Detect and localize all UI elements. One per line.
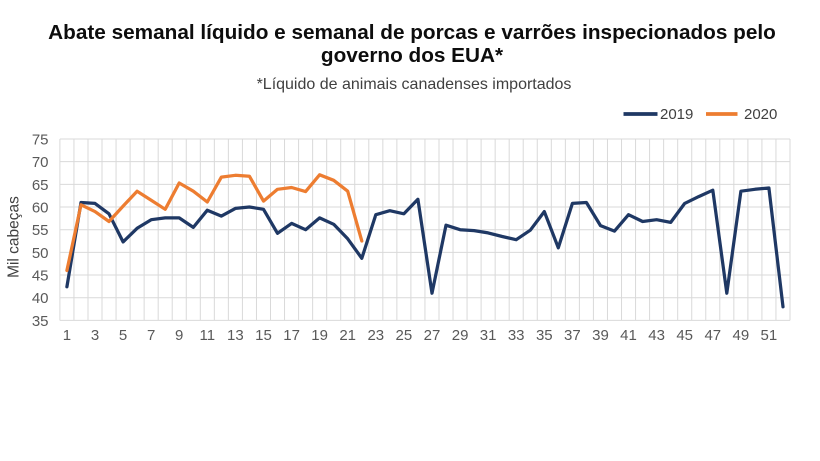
svg-text:45: 45 <box>32 267 49 284</box>
svg-text:5: 5 <box>119 327 127 344</box>
svg-text:33: 33 <box>508 327 525 344</box>
svg-text:37: 37 <box>564 327 581 344</box>
svg-text:1: 1 <box>63 327 71 344</box>
svg-text:35: 35 <box>32 313 49 330</box>
svg-text:60: 60 <box>32 199 49 216</box>
svg-text:2019: 2019 <box>660 106 693 123</box>
svg-text:51: 51 <box>761 327 778 344</box>
svg-text:35: 35 <box>536 327 553 344</box>
svg-text:40: 40 <box>32 290 49 307</box>
svg-text:31: 31 <box>480 327 497 344</box>
svg-text:27: 27 <box>424 327 441 344</box>
svg-text:Mil cabeças: Mil cabeças <box>6 196 23 278</box>
svg-text:3: 3 <box>91 327 99 344</box>
svg-text:65: 65 <box>32 177 49 194</box>
svg-text:41: 41 <box>620 327 637 344</box>
svg-text:21: 21 <box>339 327 356 344</box>
svg-text:7: 7 <box>147 327 155 344</box>
svg-text:2020: 2020 <box>744 106 777 123</box>
svg-text:11: 11 <box>200 327 216 344</box>
svg-text:15: 15 <box>255 327 272 344</box>
svg-text:47: 47 <box>704 327 721 344</box>
svg-text:45: 45 <box>676 327 693 344</box>
svg-text:13: 13 <box>227 327 244 344</box>
svg-text:43: 43 <box>648 327 665 344</box>
svg-text:75: 75 <box>32 131 49 148</box>
svg-text:39: 39 <box>592 327 609 344</box>
svg-text:49: 49 <box>733 327 750 344</box>
svg-text:50: 50 <box>32 245 49 262</box>
svg-text:29: 29 <box>452 327 469 344</box>
svg-text:70: 70 <box>32 154 49 171</box>
svg-text:19: 19 <box>311 327 328 344</box>
svg-text:17: 17 <box>283 327 300 344</box>
svg-text:9: 9 <box>175 327 183 344</box>
svg-text:55: 55 <box>32 222 49 239</box>
svg-text:23: 23 <box>367 327 384 344</box>
svg-text:25: 25 <box>396 327 413 344</box>
